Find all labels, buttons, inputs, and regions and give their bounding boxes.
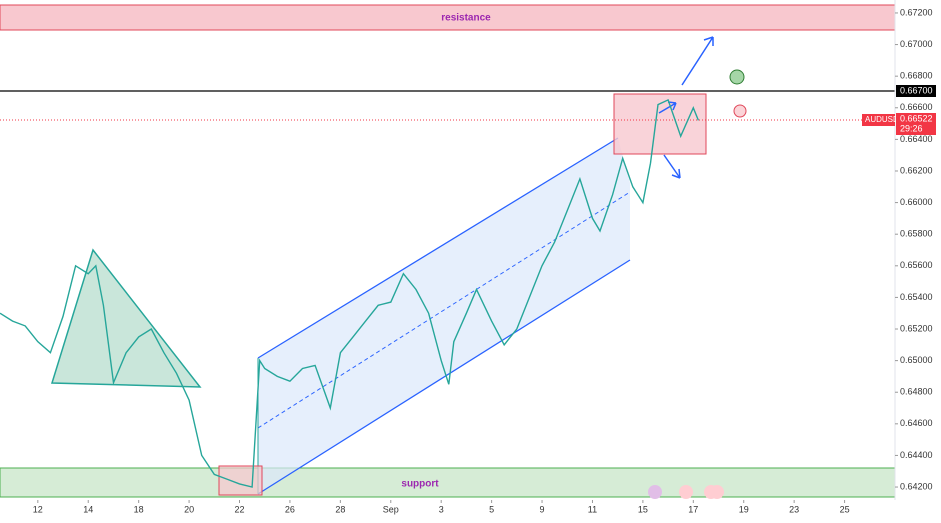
- small-box: [218, 465, 263, 496]
- symbol-tag: [862, 114, 895, 126]
- channel-fill: [258, 138, 630, 494]
- event-icons: [648, 485, 724, 499]
- red-marker: [733, 104, 747, 118]
- support-label: support: [401, 479, 439, 490]
- y-tick-label: 0.65000: [900, 355, 933, 365]
- y-tick-label: 0.64200: [900, 481, 933, 491]
- x-tick-label: 28: [335, 504, 345, 514]
- y-tick-label: 0.66800: [900, 71, 933, 81]
- price-text: 0.66522: [900, 113, 933, 123]
- symbol-text: AUDUSD: [865, 115, 899, 124]
- y-tick-label: 0.66400: [900, 134, 933, 144]
- green-marker: [729, 69, 745, 85]
- x-tick-label: 20: [184, 504, 194, 514]
- y-tick-label: 0.66000: [900, 197, 933, 207]
- resistance-label: resistance: [441, 13, 491, 24]
- channel-top: [257, 137, 619, 359]
- y-tick-label: 0.64600: [900, 418, 933, 428]
- support-zone: [0, 467, 896, 498]
- y-tick-label: 0.65800: [900, 229, 933, 239]
- x-tick-label: 17: [688, 504, 698, 514]
- triangle: [50, 248, 202, 388]
- x-tick-label: 9: [540, 504, 545, 514]
- y-tick-label: 0.64800: [900, 387, 933, 397]
- channel-bottom: [257, 259, 631, 495]
- level-tag: [896, 85, 936, 97]
- x-tick-label: 15: [638, 504, 648, 514]
- x-tick-label: 22: [234, 504, 244, 514]
- y-tick-label: 0.67200: [900, 7, 933, 17]
- x-tick-label: 14: [83, 504, 93, 514]
- x-tick-label: 5: [489, 504, 494, 514]
- y-tick-label: 0.67000: [900, 39, 933, 49]
- x-tick-label: 18: [134, 504, 144, 514]
- price-line: [0, 98, 700, 488]
- y-tick-label: 0.66200: [900, 165, 933, 175]
- x-tick-label: Sep: [383, 504, 399, 514]
- y-tick-label: 0.66600: [900, 102, 933, 112]
- level-tag-text: 0.66700: [900, 85, 933, 95]
- y-tick-label: 0.65400: [900, 292, 933, 302]
- y-tick-label: 0.65600: [900, 260, 933, 270]
- x-tick-label: 11: [588, 504, 597, 514]
- x-tick-label: 12: [33, 504, 43, 514]
- timer-text: 29:26: [900, 123, 923, 133]
- arrows: [658, 36, 714, 179]
- channel-mid: [257, 191, 631, 429]
- price-tag: [896, 113, 936, 135]
- x-tick-label: 25: [840, 504, 850, 514]
- x-tick-label: 3: [439, 504, 444, 514]
- x-tick-label: 26: [285, 504, 295, 514]
- y-tick-label: 0.64400: [900, 450, 933, 460]
- x-tick-label: 23: [789, 504, 799, 514]
- x-tick-label: 19: [739, 504, 749, 514]
- y-tick-label: 0.65200: [900, 323, 933, 333]
